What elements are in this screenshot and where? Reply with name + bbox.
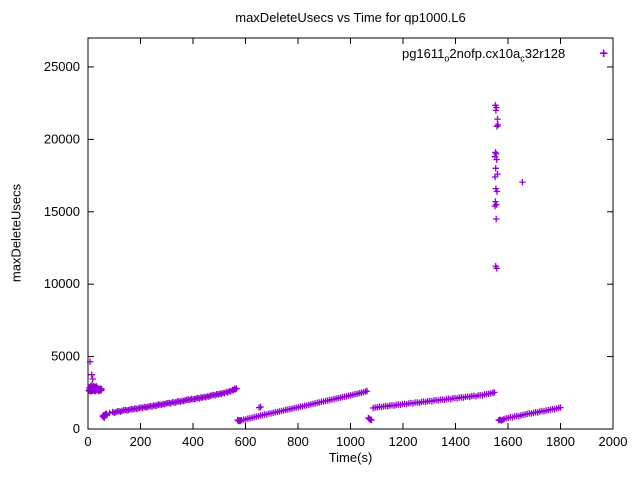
y-tick-label: 15000: [44, 204, 80, 219]
x-tick-label: 200: [130, 434, 152, 449]
x-tick-label: 2000: [599, 434, 628, 449]
y-tick-label: 5000: [51, 349, 80, 364]
y-tick-label: 20000: [44, 131, 80, 146]
scatter-points: [85, 102, 564, 425]
legend-text-part: c: [520, 53, 525, 64]
x-tick-label: 0: [84, 434, 91, 449]
legend-text-part: o: [444, 53, 450, 64]
legend-text-part: pg1611: [401, 46, 445, 61]
x-axis-label: Time(s): [328, 450, 373, 465]
legend-series-label: pg1611o2nofp.cx10ac32r128: [402, 46, 565, 64]
plus-marker-icon: +: [599, 45, 608, 62]
legend: pg1611o2nofp.cx10ac32r128 +: [402, 46, 608, 64]
y-axis-label: maxDeleteUsecs: [8, 183, 24, 283]
y-tick-label: 10000: [44, 276, 80, 291]
y-tick-label: 25000: [44, 59, 80, 74]
legend-text-part: 32r128: [524, 46, 566, 61]
x-tick-label: 400: [182, 434, 204, 449]
plot-border: [87, 37, 614, 430]
x-tick-label: 1400: [441, 434, 470, 449]
chart-title: maxDeleteUsecs vs Time for qp1000.L6: [235, 10, 466, 25]
x-tick-label: 1000: [336, 434, 365, 449]
legend-text-part: 2nofp.cx10a: [449, 46, 521, 61]
x-tick-label: 1200: [389, 434, 418, 449]
x-tick-label: 1800: [546, 434, 575, 449]
x-tick-label: 1600: [494, 434, 523, 449]
x-tick-label: 600: [235, 434, 257, 449]
x-tick-label: 800: [287, 434, 309, 449]
y-tick-label: 0: [73, 421, 80, 436]
